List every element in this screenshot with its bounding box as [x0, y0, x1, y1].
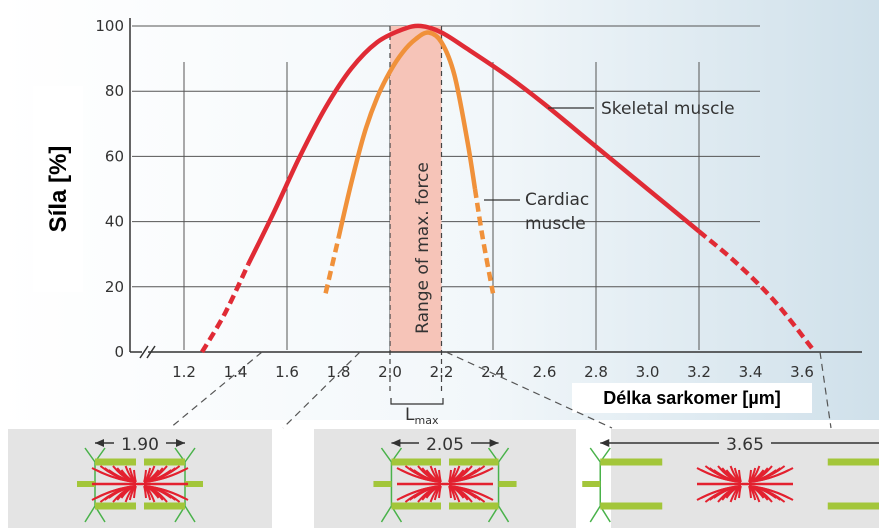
myosin-head: [696, 467, 742, 483]
series-curves: [200, 23, 817, 354]
arrow-right-icon: [489, 439, 499, 447]
sarcomere-length-label: 3.65: [726, 435, 764, 455]
x-tick-label: 1.2: [172, 363, 196, 381]
x-tick-label: 2.2: [430, 363, 454, 381]
series-cardiac-muscle-main: [336, 30, 478, 239]
sarcomere-panel-2.05: 2.05: [314, 429, 576, 528]
max-force-band: [390, 26, 442, 352]
myosin-head: [143, 467, 189, 483]
y-tick-labels: 0 20 40 60 80 100: [95, 17, 124, 361]
lmax-label: Lmax: [405, 405, 439, 427]
series-skeletal-muscle-start: [200, 263, 251, 354]
sarcomere-panel-1.90: 1.90: [8, 429, 272, 528]
myosin-head: [448, 467, 494, 483]
sarcomere-length-label: 1.90: [121, 435, 159, 455]
lmax-label-main: L: [405, 405, 415, 425]
x-axis-title: Délka sarkomer [µm]: [603, 388, 780, 408]
x-tick-label: 3.0: [636, 363, 660, 381]
x-tick-label: 3.4: [739, 363, 763, 381]
y-tick-label: 0: [114, 343, 124, 361]
myosin-head: [143, 485, 189, 501]
y-tick-label: 20: [105, 278, 124, 296]
y-tick-label: 40: [105, 213, 124, 231]
dimension-label-bg: [719, 431, 771, 453]
connector-3.65-right: [819, 351, 832, 429]
series-cardiac-muscle-end: [472, 188, 496, 294]
sarcomere-length-label: 2.05: [426, 435, 464, 455]
axis-break-icon: [139, 345, 156, 359]
connector-1.90-right: [282, 351, 361, 429]
y-axis-title-background: [33, 86, 83, 292]
sarcomere-panel-3.65: 3.65: [582, 429, 879, 528]
dimension-label-bg: [419, 431, 471, 453]
connector-3.65-left: [445, 351, 613, 429]
arrow-left-icon: [95, 439, 104, 447]
x-tick-label: 3.6: [790, 363, 814, 381]
arrow-right-icon: [176, 439, 185, 447]
band-label: Range of max. force: [413, 162, 433, 334]
sarcomere-diagrams: 1.90 2.05 3.65: [8, 429, 879, 528]
lmax-bracket: [390, 398, 444, 405]
x-tick-label: 1.4: [224, 363, 248, 381]
myosin-head: [448, 485, 494, 501]
myosin-head: [748, 467, 794, 483]
myosin-head: [91, 467, 137, 483]
myosin-head: [91, 485, 137, 501]
x-tick-label: 2.4: [481, 363, 505, 381]
cardiac-muscle-label-line2: muscle: [525, 214, 586, 234]
x-tick-label: 2.8: [584, 363, 608, 381]
series-skeletal-muscle-main: [246, 23, 701, 265]
series-skeletal-muscle-end: [697, 229, 817, 354]
series-cardiac-muscle-start: [323, 237, 341, 294]
myosin-head: [696, 485, 742, 501]
x-tick-label: 2.0: [378, 363, 402, 381]
y-tick-label: 80: [105, 82, 124, 100]
myosin-head: [748, 485, 794, 501]
myosin-head: [396, 467, 442, 483]
dimension-label-bg: [114, 431, 166, 453]
x-axis-title-background: [572, 383, 812, 413]
y-tick-label: 100: [95, 17, 124, 35]
skeletal-muscle-label: Skeletal muscle: [601, 99, 735, 119]
myosin-head: [396, 485, 442, 501]
arrow-left-icon: [391, 439, 401, 447]
band-boundary-lines: [389, 26, 443, 392]
x-tick-label: 1.8: [327, 363, 351, 381]
x-tick-label: 3.2: [687, 363, 711, 381]
connector-1.90-left: [169, 351, 263, 429]
y-axis-title: Síla [%]: [45, 146, 72, 233]
cardiac-muscle-label-line1: Cardiac: [525, 190, 589, 210]
lmax-label-sub: max: [414, 414, 438, 427]
x-tick-label: 1.6: [275, 363, 299, 381]
y-tick-label: 60: [105, 147, 124, 165]
x-tick-labels: 1.2 1.4 1.6 1.8 2.0 2.2 2.4 2.6 2.8 3.0 3.2 3.4 3.6: [172, 363, 814, 381]
arrow-left-icon: [600, 439, 610, 447]
x-tick-label: 2.6: [533, 363, 557, 381]
